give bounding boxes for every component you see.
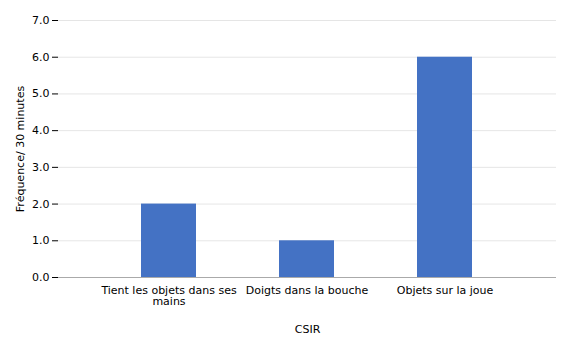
svg-text:1.0: 1.0 (32, 234, 50, 247)
svg-text:6.0: 6.0 (32, 51, 50, 64)
svg-text:CSIR: CSIR (295, 323, 321, 336)
svg-text:0.0: 0.0 (32, 271, 50, 284)
svg-text:Doigts dans la bouche: Doigts dans la bouche (246, 284, 369, 297)
svg-text:5.0: 5.0 (32, 87, 50, 100)
svg-text:2.0: 2.0 (32, 198, 50, 211)
svg-text:Objets sur la joue: Objets sur la joue (397, 284, 494, 297)
svg-text:4.0: 4.0 (32, 124, 50, 137)
svg-text:Fréquence/ 30 minutes: Fréquence/ 30 minutes (14, 86, 27, 213)
svg-text:3.0: 3.0 (32, 161, 50, 174)
svg-text:Tient les objets dans sesmains: Tient les objets dans sesmains (100, 284, 237, 308)
svg-text:7.0: 7.0 (32, 14, 50, 27)
